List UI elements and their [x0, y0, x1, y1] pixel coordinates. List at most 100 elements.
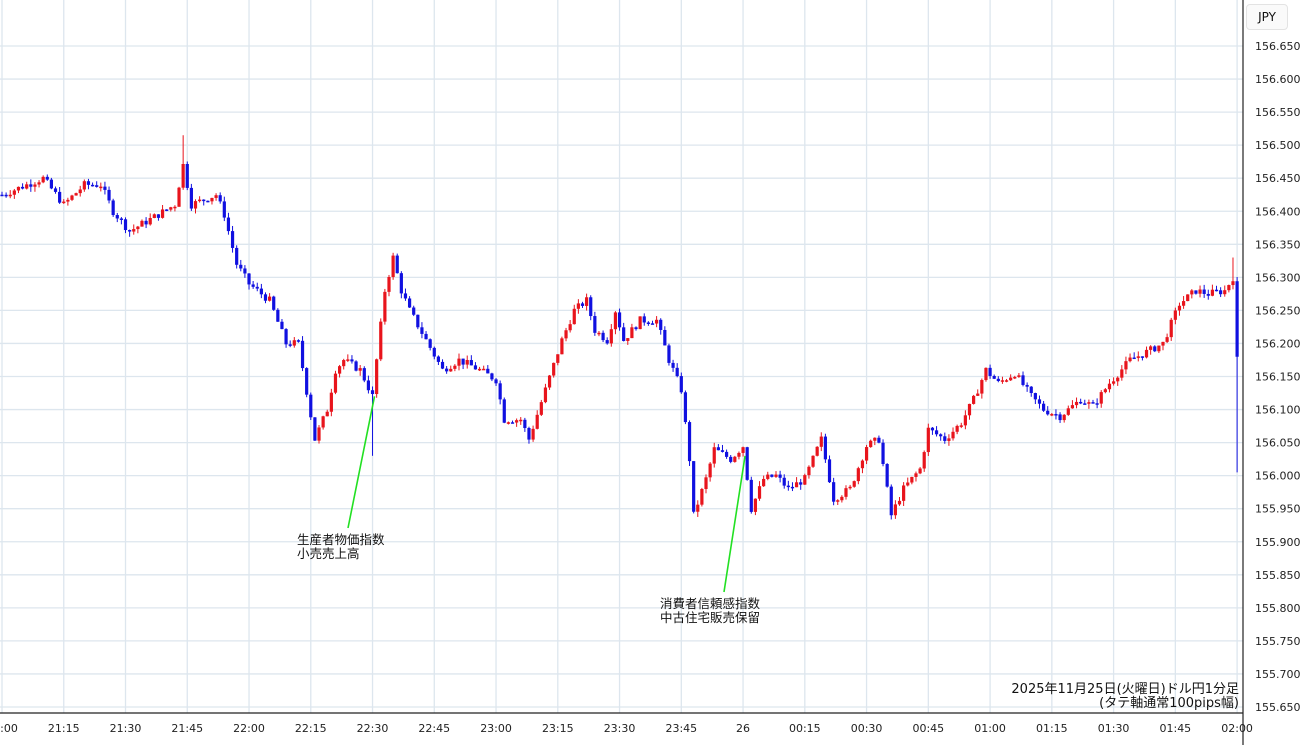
candle-up: [873, 437, 877, 441]
candle-down: [185, 163, 189, 188]
candle-up: [893, 504, 897, 516]
candle-down: [1029, 386, 1033, 394]
candle-up: [358, 368, 362, 371]
candle-up: [453, 365, 457, 369]
candle-down: [222, 201, 226, 218]
candle-down: [284, 329, 288, 345]
candle-up: [132, 229, 136, 232]
price-tick-label: 155.750: [1255, 635, 1300, 648]
candle-down: [115, 215, 119, 219]
candle-down: [510, 422, 515, 424]
candle-up: [1074, 401, 1079, 406]
candles: [0, 135, 1239, 520]
candle-down: [943, 436, 947, 441]
candle-up: [712, 447, 716, 464]
candle-down: [156, 214, 161, 218]
candle-down: [144, 220, 148, 225]
candle-down: [0, 194, 4, 197]
candle-up: [136, 226, 140, 230]
candle-up: [951, 431, 955, 439]
candle-up: [337, 366, 342, 374]
candle-up: [70, 195, 74, 200]
candle-up: [1000, 380, 1005, 382]
candle-down: [490, 373, 494, 380]
candle-up: [585, 297, 589, 306]
candle-up: [700, 489, 704, 505]
time-tick-label: 01:45: [1159, 722, 1191, 735]
candle-down: [881, 442, 885, 465]
candle-down: [58, 191, 62, 203]
candle-up: [477, 368, 482, 371]
candle-up: [794, 482, 799, 488]
currency-selector[interactable]: JPY: [1246, 4, 1288, 30]
candle-up: [597, 332, 601, 335]
price-tick-label: 156.150: [1255, 371, 1300, 384]
candle-up: [902, 485, 906, 501]
candle-down: [1046, 410, 1050, 415]
candle-down: [354, 361, 358, 371]
candle-down: [473, 365, 478, 370]
candle-up: [774, 474, 778, 477]
candle-up: [918, 468, 922, 474]
time-tick-label: 21:30: [110, 722, 142, 735]
candle-down: [412, 307, 416, 315]
time-tick-label: 23:30: [604, 722, 636, 735]
candle-down: [786, 485, 790, 488]
candle-up: [375, 359, 379, 395]
candle-down: [1140, 356, 1145, 358]
price-tick-label: 156.400: [1255, 205, 1300, 218]
candle-up: [552, 362, 556, 376]
candle-down: [1025, 384, 1029, 387]
candle-down: [45, 176, 49, 180]
time-tick-label: 01:30: [1098, 722, 1130, 735]
price-tick-label: 156.000: [1255, 470, 1300, 483]
candle-down: [1079, 401, 1083, 404]
candle-up: [531, 428, 535, 440]
candle-down: [724, 451, 729, 457]
candle-up: [766, 474, 770, 479]
candle-down: [300, 340, 305, 369]
candle-up: [325, 411, 329, 417]
candle-down: [440, 361, 445, 369]
candle-down: [498, 383, 502, 400]
candle-up: [1190, 290, 1194, 295]
candle-up: [753, 498, 758, 512]
candle-down: [679, 376, 683, 393]
candle-up: [655, 319, 659, 324]
candle-down: [20, 186, 25, 189]
candle-up: [840, 496, 844, 501]
time-tick-label: 22:30: [357, 722, 389, 735]
candle-down: [634, 327, 638, 330]
candle-down: [778, 474, 782, 478]
candle-up: [1124, 361, 1128, 370]
candle-up: [762, 478, 766, 487]
candle-up: [535, 414, 539, 429]
candle-up: [519, 419, 523, 422]
candle-down: [939, 434, 943, 437]
candle-down: [259, 288, 263, 295]
time-tick-label: 01:15: [1036, 722, 1068, 735]
candle-up: [181, 163, 185, 188]
candle-up: [1149, 346, 1153, 350]
candle-up: [1198, 289, 1202, 294]
candle-down: [247, 273, 251, 285]
candle-down: [827, 459, 832, 483]
time-tick-label: 00:15: [789, 722, 821, 735]
candle-up: [8, 194, 12, 197]
candle-down: [1091, 402, 1095, 404]
candle-down: [745, 447, 749, 480]
candle-up: [856, 468, 860, 482]
candle-down: [395, 255, 399, 274]
price-tick-label: 156.300: [1255, 271, 1300, 284]
time-tick-label: 22:00: [233, 722, 265, 735]
candle-up: [741, 447, 745, 453]
price-tick-label: 155.950: [1255, 503, 1300, 516]
candle-up: [568, 324, 572, 331]
price-tick-label: 155.800: [1255, 602, 1300, 615]
candle-up: [16, 186, 21, 191]
candle-down: [1037, 399, 1042, 404]
time-tick-label: 21:45: [171, 722, 203, 735]
time-tick-label: 22:15: [295, 722, 327, 735]
candle-down: [589, 297, 593, 317]
candle-down: [749, 479, 753, 512]
